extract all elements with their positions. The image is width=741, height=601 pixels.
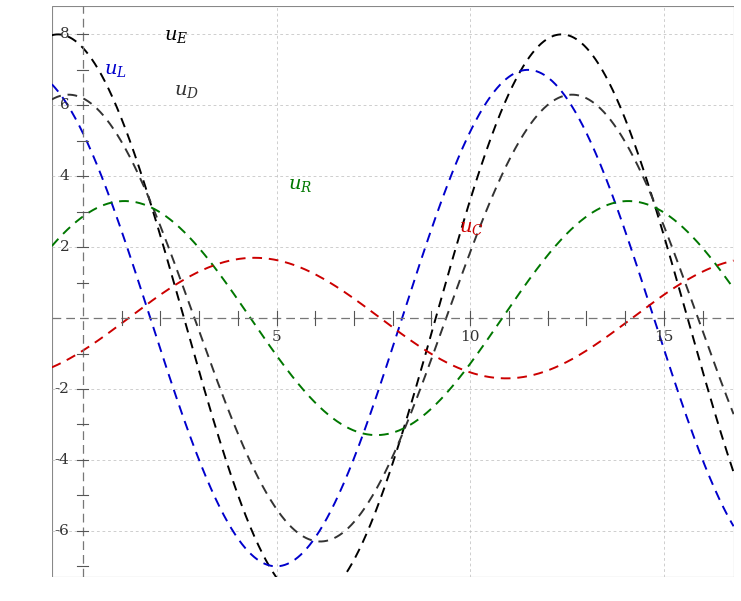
Text: 2: 2 [59, 240, 70, 254]
Text: $u_E$: $u_E$ [165, 27, 188, 45]
Text: 8: 8 [60, 28, 70, 41]
Text: 10: 10 [460, 331, 480, 344]
Text: $u_R$: $u_R$ [288, 176, 313, 194]
Text: 6: 6 [59, 99, 70, 112]
Text: 4: 4 [59, 169, 70, 183]
Text: -4: -4 [54, 453, 70, 467]
Text: -6: -6 [54, 524, 70, 538]
Text: 5: 5 [272, 331, 282, 344]
Text: $u_D$: $u_D$ [174, 82, 199, 100]
Text: -2: -2 [54, 382, 70, 396]
Text: $u_L$: $u_L$ [104, 61, 127, 79]
Text: 15: 15 [654, 331, 674, 344]
Text: $u_C$: $u_C$ [459, 219, 483, 237]
